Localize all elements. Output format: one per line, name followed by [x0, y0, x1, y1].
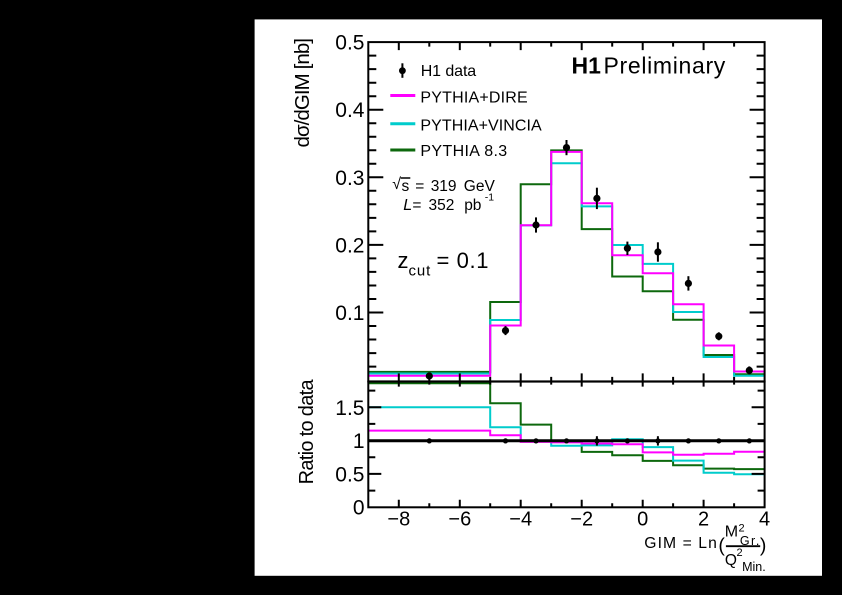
svg-text:0.3: 0.3: [335, 167, 364, 190]
svg-text:PYTHIA+DIRE: PYTHIA+DIRE: [420, 90, 527, 107]
svg-text:0.5: 0.5: [335, 463, 364, 486]
svg-text:z: z: [398, 248, 409, 273]
svg-text:cut: cut: [409, 263, 432, 280]
svg-text:0.5: 0.5: [335, 32, 364, 55]
svg-text:√: √: [392, 176, 401, 193]
svg-text:=: =: [415, 178, 424, 195]
svg-text:pb: pb: [464, 197, 481, 214]
svg-text:GIM = Ln: GIM = Ln: [644, 535, 717, 552]
svg-text:H1: H1: [572, 52, 602, 78]
svg-text:PYTHIA 8.3: PYTHIA 8.3: [420, 143, 507, 160]
svg-text:−8: −8: [387, 509, 410, 531]
svg-text:M: M: [725, 523, 738, 540]
svg-text:Preliminary: Preliminary: [604, 52, 726, 78]
svg-text:0.2: 0.2: [335, 234, 364, 257]
svg-text:Min.: Min.: [742, 560, 766, 574]
svg-text:−2: −2: [570, 509, 593, 531]
svg-text:): ): [760, 534, 767, 556]
svg-text:-1: -1: [485, 191, 494, 203]
svg-text:(: (: [718, 534, 725, 556]
svg-text:1.5: 1.5: [335, 397, 364, 420]
svg-text:319: 319: [431, 178, 457, 195]
svg-text:2: 2: [737, 547, 743, 559]
svg-text:s: s: [402, 178, 410, 195]
svg-text:2: 2: [698, 509, 709, 531]
svg-text:0: 0: [637, 509, 648, 531]
svg-text:0: 0: [353, 497, 365, 520]
svg-text:0.4: 0.4: [335, 99, 365, 122]
svg-text:H1 data: H1 data: [421, 63, 477, 80]
svg-text:4: 4: [759, 509, 770, 531]
svg-text:−6: −6: [448, 509, 471, 531]
svg-text:1: 1: [353, 430, 365, 453]
svg-text:2: 2: [739, 523, 745, 535]
svg-text:352: 352: [429, 197, 455, 214]
svg-text:GeV: GeV: [464, 178, 496, 195]
svg-text:L: L: [403, 197, 412, 214]
svg-text:Ratio to data: Ratio to data: [296, 379, 318, 485]
svg-text:=: =: [412, 197, 421, 214]
svg-text:dσ/dGIM [nb]: dσ/dGIM [nb]: [291, 38, 314, 148]
svg-text:PYTHIA+VINCIA: PYTHIA+VINCIA: [420, 118, 542, 135]
svg-text:0.1: 0.1: [335, 302, 364, 325]
svg-text:−4: −4: [509, 509, 532, 531]
svg-text:Q: Q: [725, 552, 737, 569]
svg-text:= 0.1: = 0.1: [437, 248, 489, 273]
